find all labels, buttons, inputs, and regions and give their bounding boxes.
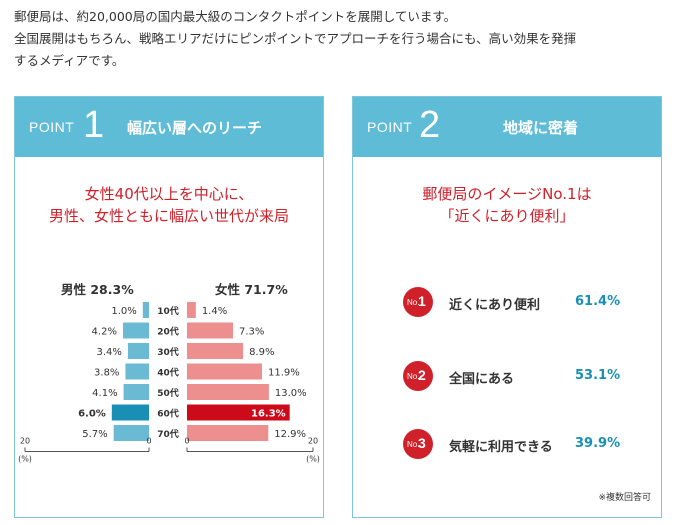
age-category-label: 40代 [157, 367, 179, 379]
point2-title: 地域に密着 [503, 119, 579, 137]
female-bar [187, 425, 269, 441]
age-category-label: 70代 [157, 428, 179, 440]
female-axis-unit: (%) [306, 455, 320, 464]
rank-value-2: 53.1% [575, 368, 621, 383]
rank-item-3: No. 3 気軽に利用できる 39.9% [403, 429, 643, 461]
point1-headline: 女性40代以上を中心に、 男性、女性ともに幅広い世代が来局 [15, 183, 323, 227]
intro-line-3: するメディアです。 [14, 53, 125, 68]
age-gender-chart: 1.0% 10代 1.4% 4.2% 20代 7.3% 3.4% 30代 8.9% 3.8% 40代… [18, 302, 320, 464]
male-bar [142, 302, 149, 318]
rank-badge-1: No. 1 [403, 287, 433, 317]
rank-value-1: 61.4% [575, 294, 621, 309]
female-bar [187, 404, 290, 421]
male-value-label: 1.0% [111, 306, 136, 317]
point1-number: 1 [83, 104, 105, 146]
point1-headline-2: 男性、女性ともに幅広い世代が来局 [48, 207, 289, 225]
point1-panel: POINT 1 幅広い層へのリーチ 女性40代以上を中心に、 男性、女性ともに幅… [14, 96, 324, 518]
age-category-label: 60代 [157, 408, 179, 420]
rank-badge-number: 1 [418, 293, 426, 309]
female-value-label: 8.9% [249, 347, 274, 358]
point2-panel: POINT 2 地域に密着 郵便局のイメージNo.1は 「近くにあり便利」 No… [352, 96, 662, 518]
female-value-label: 1.4% [202, 306, 227, 317]
female-value-label: 7.3% [239, 327, 264, 338]
male-bar [127, 343, 149, 359]
female-value-label: 11.9% [268, 368, 300, 379]
female-axis-tick-label: 0 [184, 437, 189, 446]
male-bar [122, 322, 149, 339]
rank-label-2: 全国にある [449, 372, 515, 387]
male-total-label: 男性 28.3% [61, 282, 134, 297]
point1-label: POINT [29, 119, 75, 135]
female-bar [187, 302, 196, 318]
rank-value-3: 39.9% [575, 436, 621, 451]
male-bar [113, 425, 149, 441]
point2-label: POINT [367, 119, 413, 135]
intro-text: 郵便局は、約20,000局の国内最大級のコンタクトポイントを展開しています。 全… [14, 6, 674, 72]
female-axis-tick-label: 20 [308, 437, 318, 446]
rank-item-1: No. 1 近くにあり便利 61.4% [403, 287, 643, 319]
point1-headline-1: 女性40代以上を中心に、 [84, 185, 254, 203]
point2-headline: 郵便局のイメージNo.1は 「近くにあり便利」 [353, 183, 661, 227]
male-bar [111, 404, 149, 421]
age-category-label: 20代 [157, 326, 179, 338]
female-value-label: 16.3% [251, 409, 286, 420]
female-value-label: 12.9% [274, 429, 306, 440]
point1-header: POINT 1 幅広い層へのリーチ [15, 97, 323, 157]
point2-headline-2: 「近くにあり便利」 [439, 207, 575, 225]
intro-line-1: 郵便局は、約20,000局の国内最大級のコンタクトポイントを展開しています。 [14, 9, 457, 24]
female-bar [187, 322, 233, 339]
age-category-label: 30代 [157, 346, 179, 358]
female-total-label: 女性 71.7% [215, 282, 288, 297]
intro-line-2: 全国展開はもちろん、戦略エリアだけにピンポイントでアプローチを行う場合にも、高い… [14, 31, 577, 46]
rank-label-1: 近くにあり便利 [449, 298, 541, 313]
male-bar [123, 384, 149, 400]
rank-item-2: No. 2 全国にある 53.1% [403, 361, 643, 393]
rank-badge-3: No. 3 [403, 429, 433, 459]
male-axis-unit: (%) [18, 455, 32, 464]
male-value-label: 4.2% [92, 327, 117, 338]
rank-badge-prefix: No. [407, 372, 420, 381]
female-bar [187, 343, 244, 359]
rank-badge-number: 2 [418, 367, 426, 383]
male-bar [125, 363, 149, 380]
rank-badge-number: 3 [418, 435, 426, 451]
point2-header: POINT 2 地域に密着 [353, 97, 661, 157]
female-bar [187, 363, 262, 380]
male-axis-tick-label: 20 [20, 437, 30, 446]
age-category-label: 10代 [157, 305, 179, 317]
male-axis-tick-label: 0 [146, 437, 151, 446]
rank-badge-2: No. 2 [403, 361, 433, 391]
male-value-label: 3.8% [94, 368, 119, 379]
male-value-label: 4.1% [92, 388, 117, 399]
point1-title: 幅広い層へのリーチ [127, 119, 263, 137]
male-value-label: 5.7% [82, 429, 107, 440]
male-value-label: 3.4% [97, 347, 122, 358]
age-category-label: 50代 [157, 387, 179, 399]
male-value-label: 6.0% [78, 409, 106, 420]
footnote: ※複数回答可 [598, 493, 651, 503]
point2-number: 2 [419, 104, 441, 146]
female-bar [187, 384, 269, 400]
point2-headline-1: 郵便局のイメージNo.1は [422, 185, 592, 203]
rank-badge-prefix: No. [407, 440, 420, 449]
female-value-label: 13.0% [275, 388, 307, 399]
rank-label-3: 気軽に利用できる [449, 440, 553, 455]
rank-badge-prefix: No. [407, 298, 420, 307]
